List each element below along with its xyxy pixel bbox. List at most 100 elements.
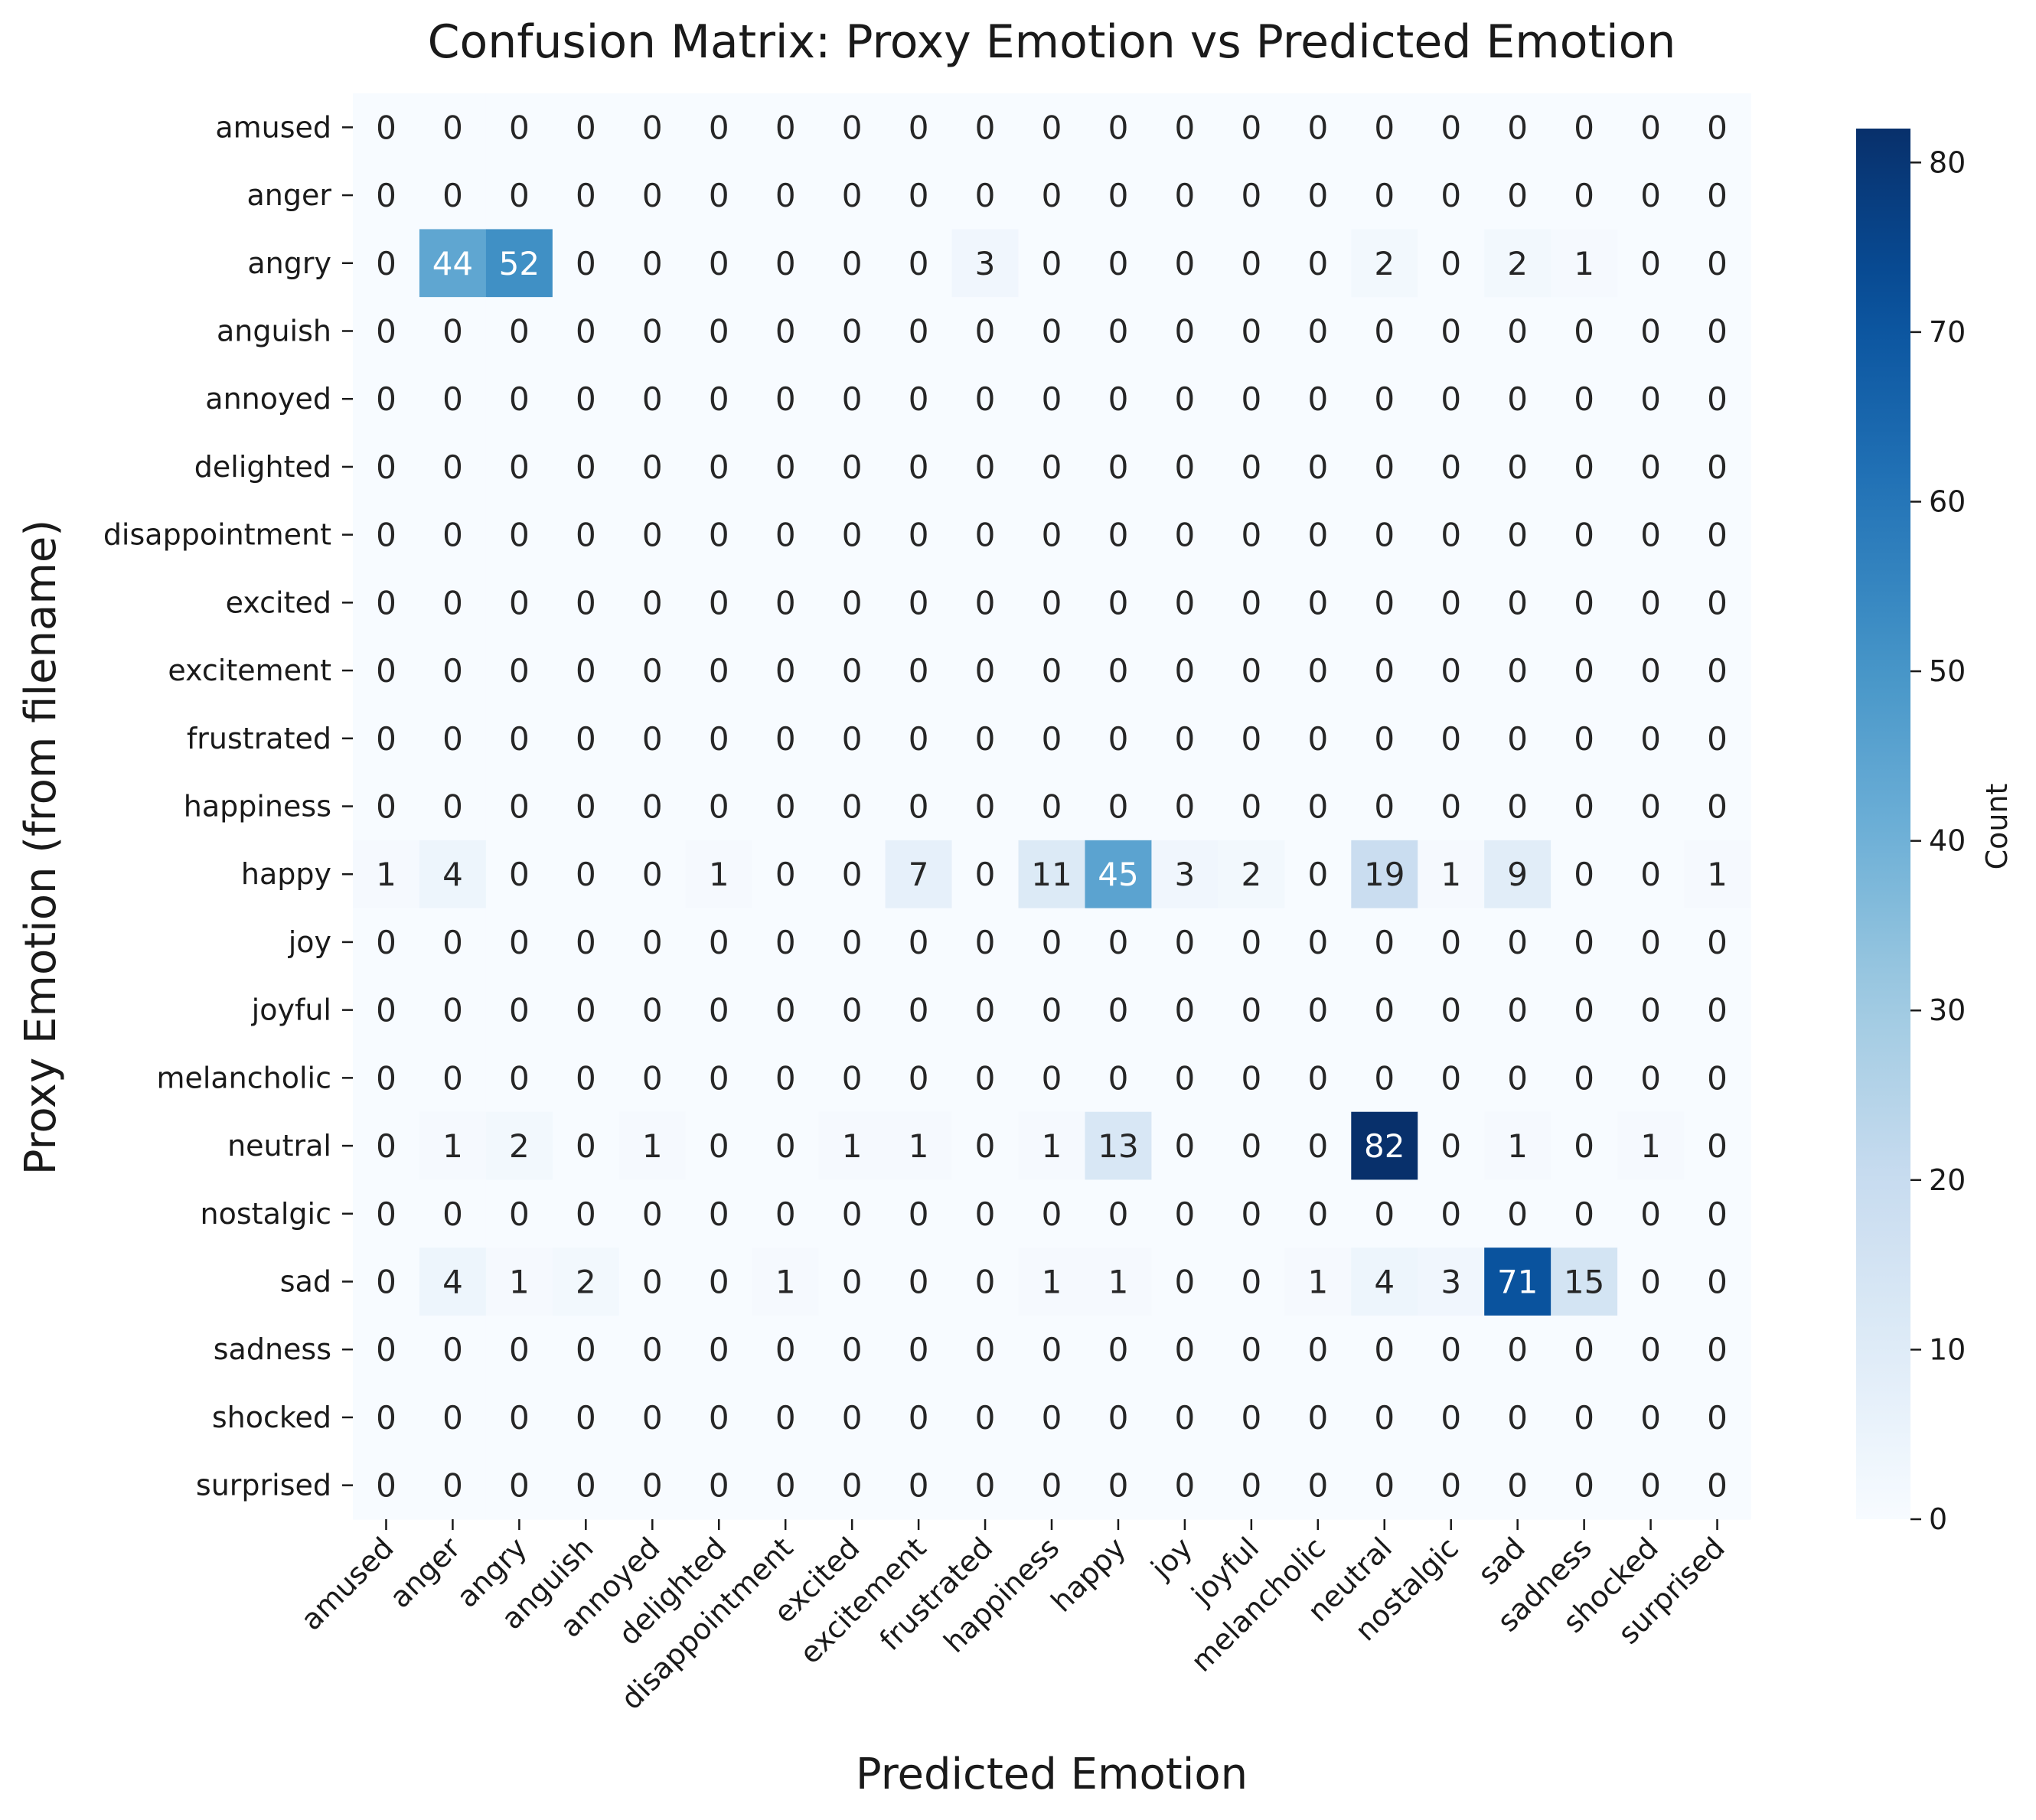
heatmap-cell (818, 161, 886, 230)
heatmap-cell (1418, 1248, 1485, 1316)
heatmap-cell (1085, 93, 1153, 162)
cell-value-label: 0 (1640, 1195, 1661, 1233)
cell-value-label: 0 (1374, 109, 1395, 146)
heatmap-cell (353, 1179, 420, 1248)
heatmap-cell (1151, 1044, 1219, 1113)
x-axis-ticks: amusedangerangryanguishannoyeddelightedd… (294, 1519, 1731, 1716)
heatmap-cell (1617, 1179, 1685, 1248)
cell-value-label: 0 (1574, 109, 1594, 146)
heatmap-cell (1617, 1315, 1685, 1385)
cell-value-label: 0 (1374, 924, 1395, 961)
y-tick-label: joyful (251, 993, 331, 1027)
heatmap-cell (419, 432, 487, 501)
heatmap-cell (951, 1248, 1020, 1316)
heatmap-cell (1484, 1248, 1551, 1316)
heatmap-cell (1617, 1383, 1685, 1452)
cell-value-label: 0 (1108, 517, 1129, 554)
heatmap-cell (485, 93, 553, 162)
heatmap-cell (752, 976, 820, 1045)
cell-value-label: 0 (1108, 924, 1129, 961)
heatmap-cell (885, 1248, 953, 1316)
cell-value-label: 0 (909, 109, 929, 146)
cell-value-label: 0 (1441, 313, 1461, 351)
cell-value-label: 0 (1640, 109, 1661, 146)
heatmap-cell (818, 1111, 886, 1181)
cell-value-label: 4 (1374, 1264, 1395, 1301)
heatmap-cell (1684, 908, 1751, 977)
heatmap-cell (1484, 229, 1551, 298)
cell-value-label: 0 (1640, 177, 1661, 214)
heatmap-cell (353, 1315, 420, 1385)
heatmap-cell (951, 161, 1020, 230)
cell-value-label: 0 (1108, 177, 1129, 214)
cell-value-label: 0 (1574, 992, 1594, 1029)
cell-value-label: 0 (1507, 652, 1528, 690)
cell-value-label: 0 (1640, 1399, 1661, 1437)
cell-value-label: 0 (442, 788, 463, 826)
heatmap-cell (1151, 569, 1219, 638)
cell-value-label: 0 (1108, 109, 1129, 146)
cell-value-label: 0 (442, 448, 463, 486)
cell-value-label: 2 (576, 1264, 596, 1301)
cell-value-label: 0 (775, 924, 796, 961)
heatmap-cell (353, 976, 420, 1045)
heatmap-cell (885, 636, 953, 706)
cell-value-label: 0 (1108, 313, 1129, 351)
cell-value-label: 3 (975, 245, 996, 282)
heatmap-cell (485, 1111, 553, 1181)
cell-value-label: 0 (1241, 313, 1261, 351)
cell-value-label: 0 (975, 652, 996, 690)
cell-value-label: 0 (1108, 652, 1129, 690)
cell-value-label: 1 (1574, 245, 1594, 282)
cell-value-label: 0 (376, 177, 396, 214)
heatmap-cell (1617, 432, 1685, 501)
cell-value-label: 44 (432, 245, 473, 282)
cell-value-label: 0 (442, 1467, 463, 1505)
y-tick-label: angry (247, 246, 331, 280)
heatmap-cell (1284, 1044, 1352, 1113)
cell-value-label: 0 (1374, 652, 1395, 690)
heatmap-cell (1151, 161, 1219, 230)
cell-value-label: 0 (1640, 720, 1661, 758)
cell-value-label: 0 (376, 380, 396, 418)
cell-value-label: 0 (975, 1195, 996, 1233)
y-tick-label: sad (280, 1265, 331, 1299)
heatmap-cell (1018, 704, 1086, 773)
cell-value-label: 0 (1108, 1467, 1129, 1505)
heatmap-cell (1218, 432, 1285, 501)
cell-value-label: 0 (909, 1195, 929, 1233)
heatmap-cell (419, 1315, 487, 1385)
heatmap-cell (353, 161, 420, 230)
cell-value-label: 0 (1042, 177, 1062, 214)
cell-value-label: 0 (1175, 448, 1196, 486)
heatmap-cell (951, 1179, 1020, 1248)
cell-value-label: 0 (1108, 584, 1129, 621)
cell-value-label: 0 (642, 652, 663, 690)
heatmap-cell (951, 908, 1020, 977)
cell-value-label: 0 (576, 448, 596, 486)
heatmap-cell (1284, 636, 1352, 706)
cell-value-label: 0 (1307, 1467, 1328, 1505)
cell-value-label: 0 (1108, 720, 1129, 758)
heatmap-cell (618, 1044, 687, 1113)
cell-value-label: 0 (775, 517, 796, 554)
heatmap-cell (951, 569, 1020, 638)
cell-value-label: 0 (642, 924, 663, 961)
y-tick-label: nostalgic (201, 1197, 331, 1231)
cell-value-label: 0 (1241, 517, 1261, 554)
cell-value-label: 0 (642, 313, 663, 351)
heatmap-cell (1085, 908, 1153, 977)
heatmap-cell (1218, 976, 1285, 1045)
heatmap-cell (1351, 1315, 1418, 1385)
cell-value-label: 0 (509, 1059, 530, 1097)
heatmap-cell (1284, 93, 1352, 162)
y-tick-label: annoyed (205, 382, 331, 416)
cell-value-label: 0 (1707, 109, 1728, 146)
cell-value-label: 0 (1574, 1195, 1594, 1233)
cell-value-label: 0 (909, 448, 929, 486)
heatmap-cell (1218, 1111, 1285, 1181)
cell-value-label: 0 (1175, 313, 1196, 351)
heatmap-cell (1085, 840, 1153, 909)
heatmap-cell (1418, 704, 1485, 773)
